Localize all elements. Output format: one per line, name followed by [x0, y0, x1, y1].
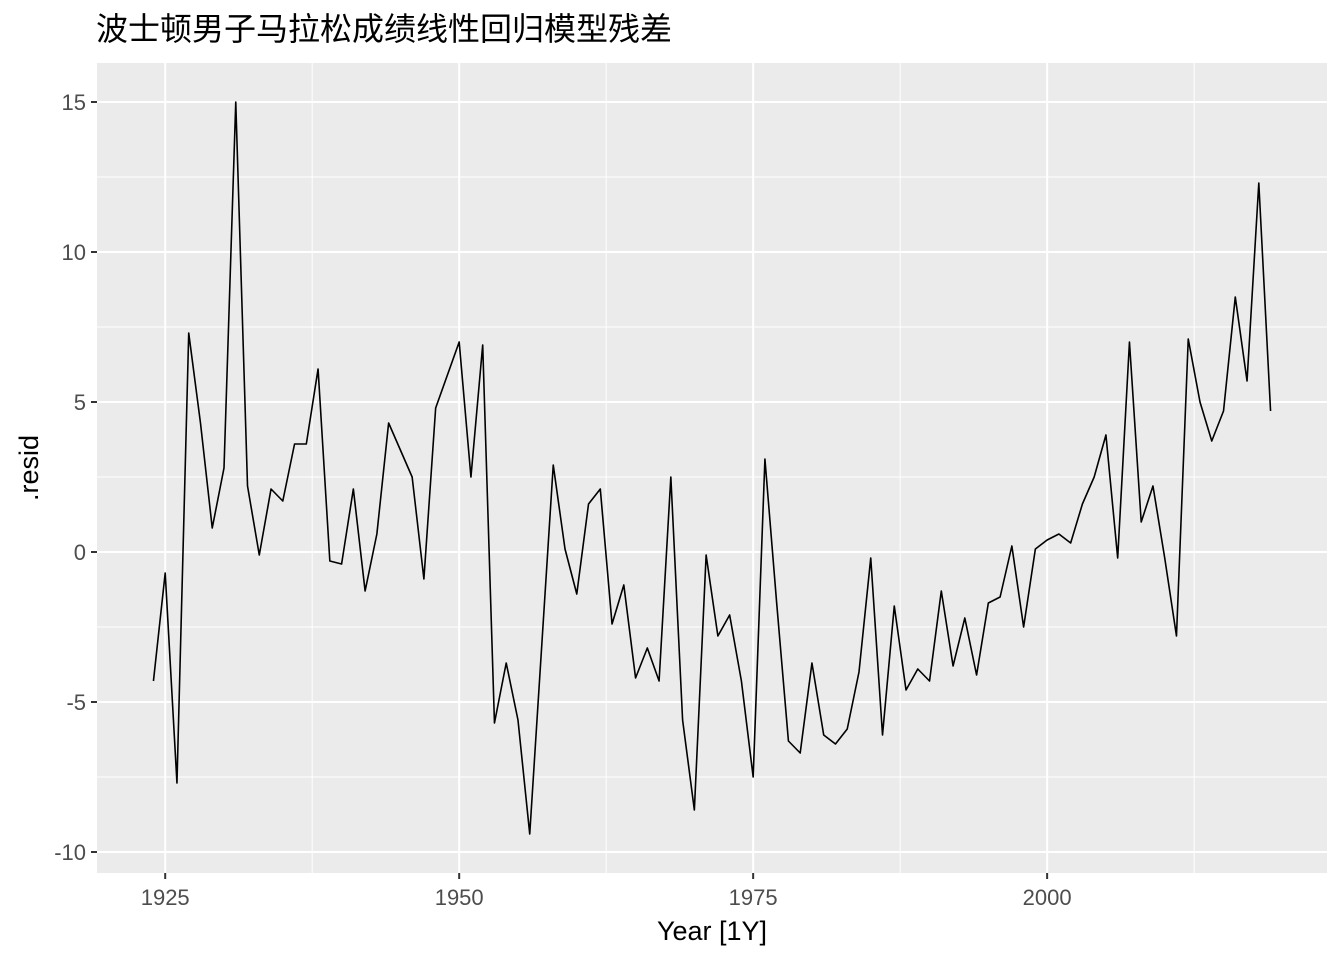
- y-tick-label: -10: [54, 840, 86, 865]
- y-tick-label: -5: [66, 690, 86, 715]
- plot-panel: [97, 63, 1327, 873]
- y-tick-label: 5: [74, 390, 86, 415]
- y-tick-label: 10: [62, 240, 86, 265]
- x-axis-title: Year [1Y]: [657, 916, 767, 946]
- x-tick-label: 1925: [141, 885, 190, 910]
- y-tick-label: 15: [62, 90, 86, 115]
- y-axis-title: .resid: [14, 435, 44, 501]
- x-tick-label: 1950: [435, 885, 484, 910]
- series-layer: [152, 101, 1272, 835]
- chart-title: 波士顿男子马拉松成绩线性回归模型残差: [96, 10, 672, 48]
- x-tick-label: 2000: [1023, 885, 1072, 910]
- residual-series-line: [152, 101, 1272, 835]
- x-tick-label: 1975: [729, 885, 778, 910]
- grid-lines: [97, 63, 1327, 873]
- y-tick-label: 0: [74, 540, 86, 565]
- axis-layer: -10 -5 0 5 10 15 1925 1950 1975 2000: [54, 90, 1071, 910]
